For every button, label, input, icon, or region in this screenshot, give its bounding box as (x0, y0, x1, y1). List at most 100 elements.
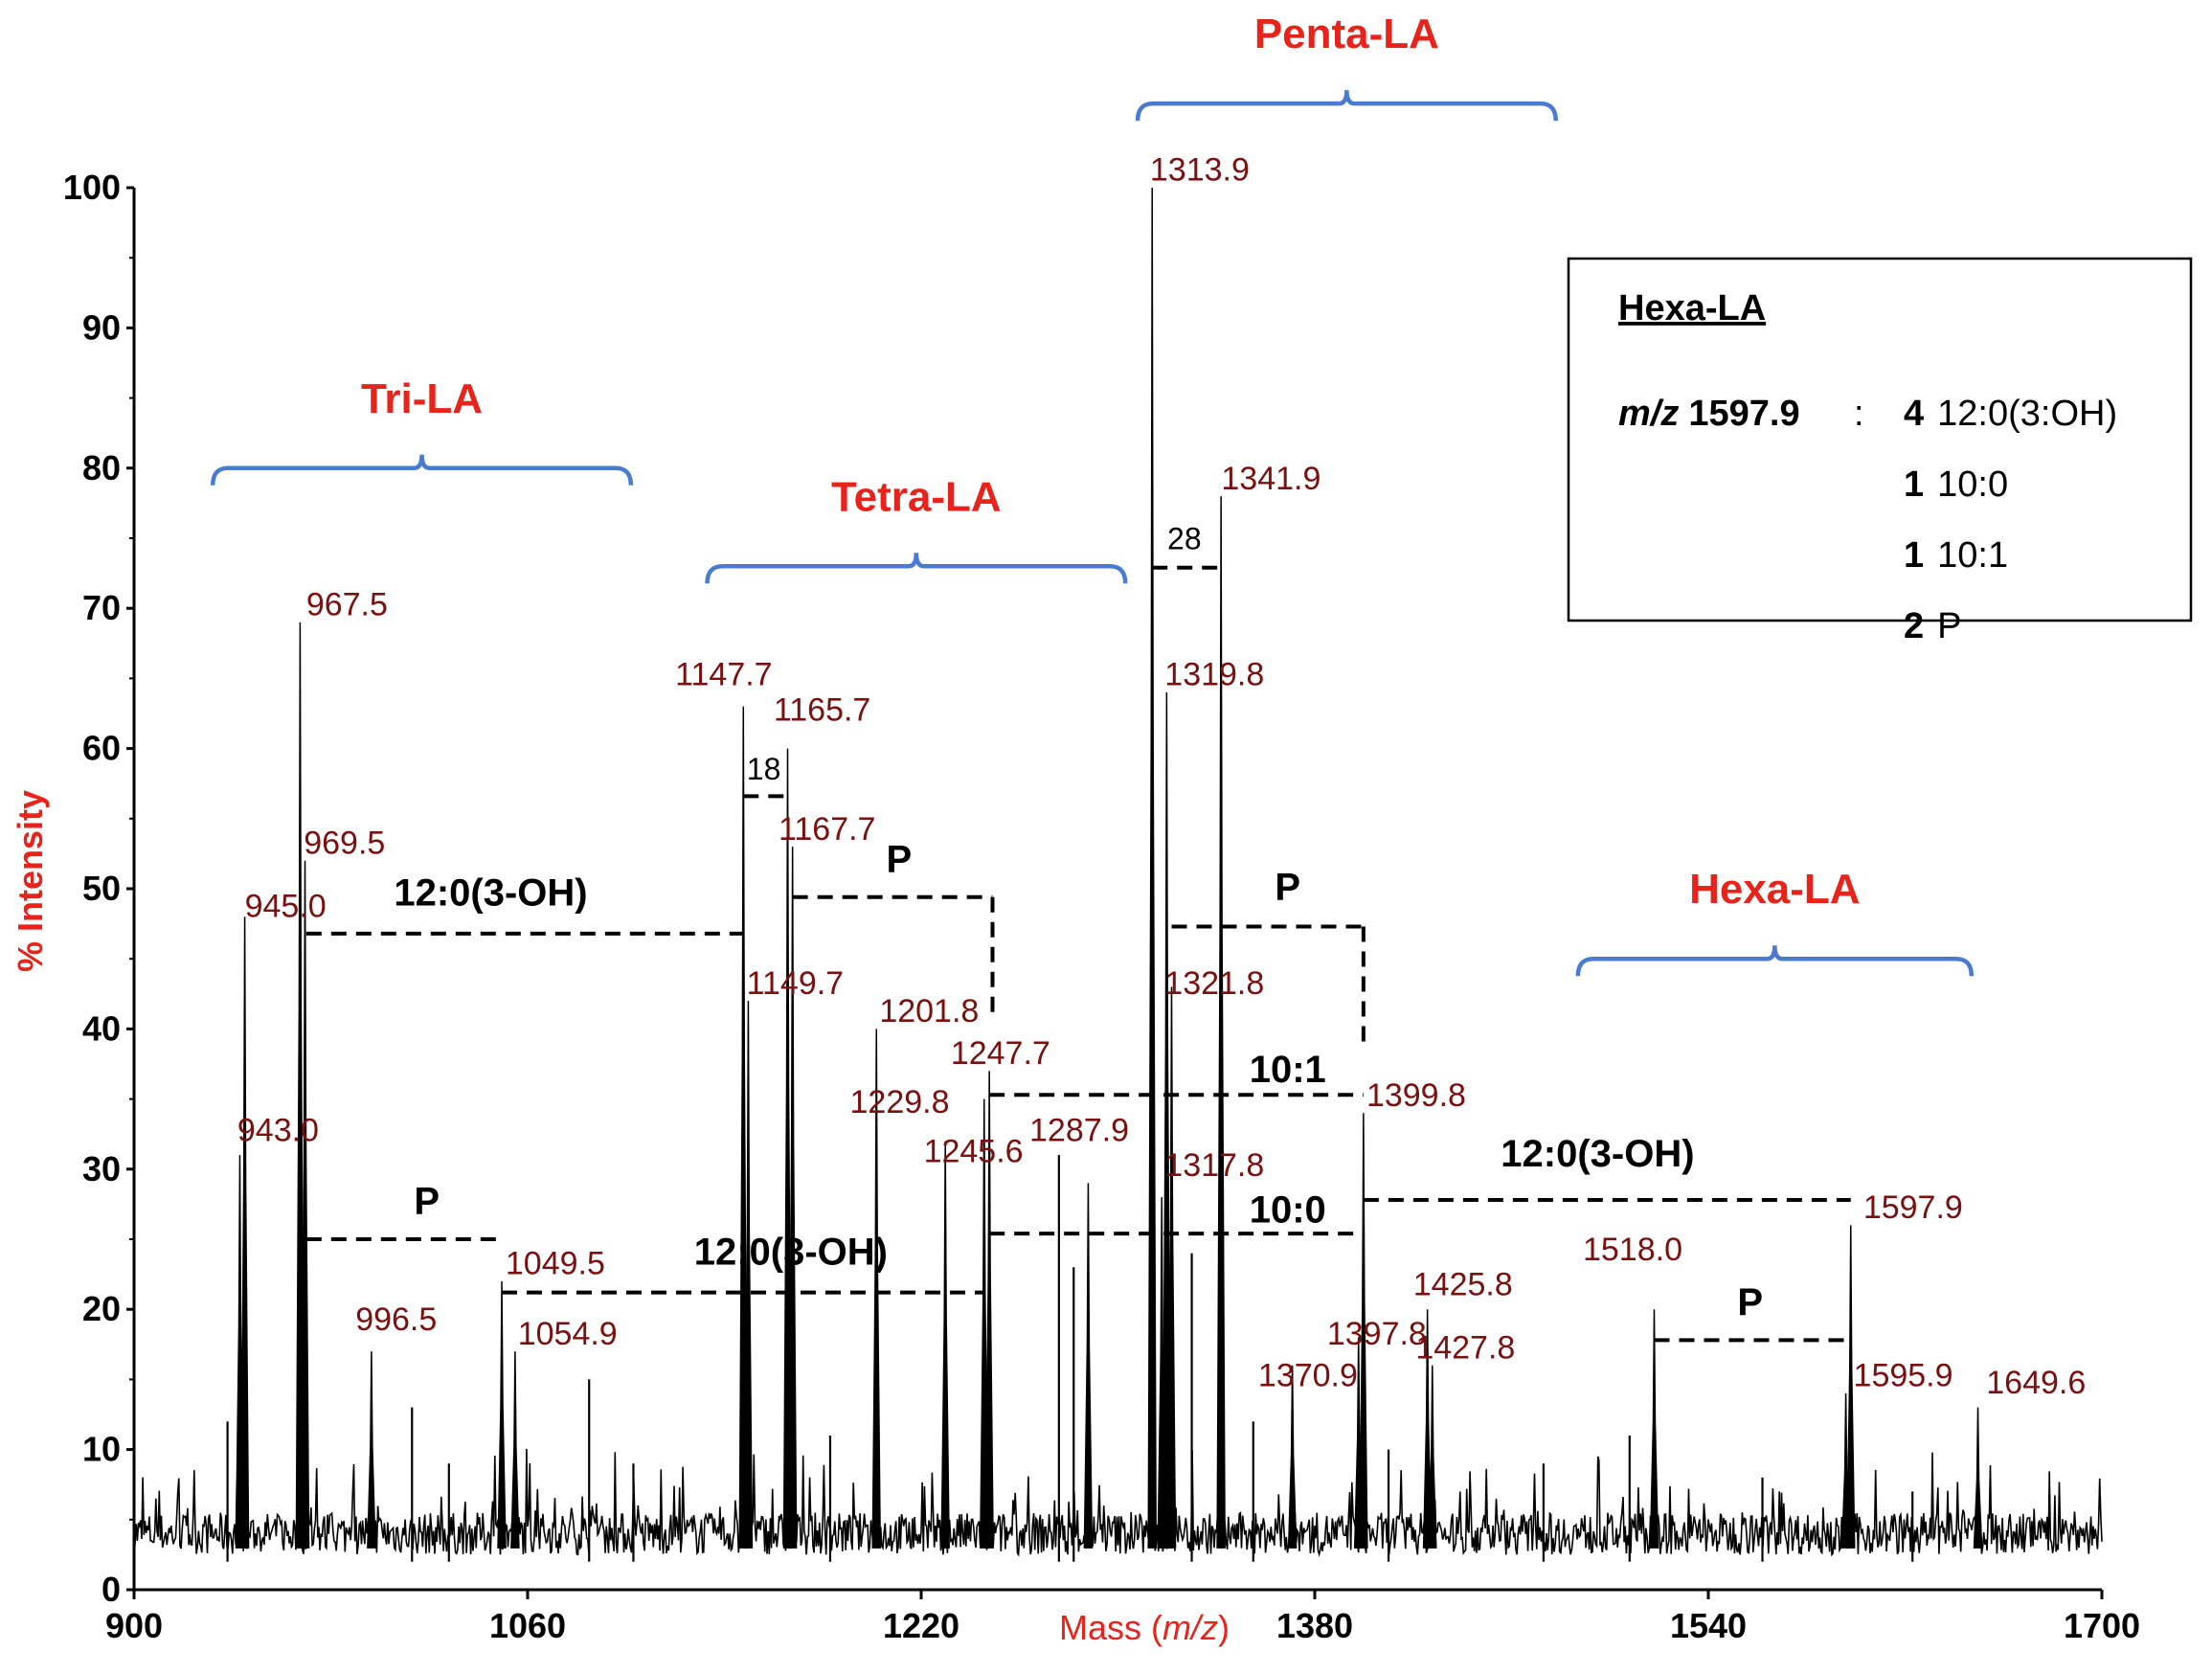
peak-label-1229.8: 1229.8 (850, 1084, 950, 1120)
group-label-tri-la: Tri-LA (361, 375, 483, 422)
x-tick-label: 1060 (489, 1606, 566, 1645)
peak-label-1313.9: 1313.9 (1150, 152, 1250, 189)
peak-1287.9 (1083, 1183, 1094, 1549)
peak-label-1245.6: 1245.6 (924, 1133, 1024, 1169)
peak-1370.9 (1287, 1365, 1298, 1549)
legend-rows: 4 12:0(3:OH) 1 10:0 1 10:1 2 P (1904, 394, 2117, 646)
y-tick-label: 90 (82, 307, 121, 347)
annot-label-12-0-3-oh: 12:0(3-OH) (694, 1231, 888, 1273)
peak-1399.8 (1359, 1113, 1368, 1549)
annot-label-12-0-3-oh: 12:0(3-OH) (394, 872, 587, 915)
legend-row-chain: 12:0(3:OH) (1937, 394, 2117, 434)
legend-separator: : (1854, 394, 1864, 434)
peak-label-1370.9: 1370.9 (1258, 1358, 1358, 1394)
legend-title: Hexa-LA (1618, 288, 1766, 328)
peak-label-945.0: 945.0 (245, 888, 327, 924)
peak-label-1649.6: 1649.6 (1986, 1365, 2086, 1401)
legend-row-count: 1 (1904, 464, 1924, 505)
x-tick-label: 1380 (1276, 1606, 1353, 1645)
legend-box: Hexa-LA m/z 1597.9 : 4 12:0(3:OH) 1 10:0 1 10:… (1567, 257, 2193, 646)
x-tick-label: 1700 (2064, 1606, 2140, 1645)
peak-945 (239, 916, 250, 1549)
peak-1341.9 (1216, 496, 1226, 1549)
peak-label-1167.7: 1167.7 (779, 811, 875, 848)
y-tick-label: 60 (82, 729, 121, 768)
annot-label-p: P (414, 1181, 440, 1223)
y-tick-label: 100 (63, 168, 121, 207)
peak-1649.6 (1973, 1407, 1983, 1549)
peak-1054.9 (510, 1351, 520, 1549)
legend-mz-italic: m/z (1618, 394, 1679, 434)
legend-row-chain: P (1937, 606, 1961, 646)
x-tick-label: 1540 (1670, 1606, 1747, 1645)
legend-mz-value: 1597.9 (1688, 394, 1799, 434)
peak-label-1149.7: 1149.7 (747, 965, 844, 1002)
legend-row-count: 1 (1904, 535, 1924, 576)
peak-label-1399.8: 1399.8 (1366, 1077, 1466, 1114)
peak-label-1247.7: 1247.7 (951, 1035, 1050, 1072)
group-brackets: Tri-LA Tetra-LA Penta-LA Hexa-LA (210, 11, 1975, 977)
peak-1049.5 (497, 1280, 507, 1549)
y-tick-label: 0 (102, 1570, 121, 1609)
peak-1518 (1649, 1309, 1659, 1549)
peak-label-969.5: 969.5 (304, 825, 385, 861)
baseline-noise (133, 1448, 2103, 1558)
legend-row: 4 12:0(3:OH) (1904, 394, 2117, 434)
peak-label-1597.9: 1597.9 (1863, 1189, 1963, 1226)
bracket-penta-la (1135, 90, 1558, 122)
peak-1427.8 (1428, 1365, 1437, 1549)
annot-label-p: P (887, 838, 913, 880)
peak-label-1049.5: 1049.5 (506, 1246, 605, 1282)
peak-label-1341.9: 1341.9 (1221, 461, 1320, 497)
peak-label-1201.8: 1201.8 (879, 993, 979, 1029)
bracket-tri-la (210, 454, 634, 486)
annot-label-10-1: 10:1 (1250, 1049, 1326, 1091)
y-tick-label: 70 (82, 588, 121, 627)
legend-row-count: 2 (1904, 606, 1924, 646)
annot-label-12-0-3-oh: 12:0(3-OH) (1501, 1133, 1694, 1175)
group-label-tetra-la: Tetra-LA (831, 473, 1002, 520)
legend-row-count: 4 (1904, 394, 1924, 434)
y-axis-title: % Intensity (11, 790, 50, 972)
peak-label-1397.8: 1397.8 (1327, 1316, 1427, 1352)
annot-label-p: P (1737, 1281, 1763, 1323)
y-tick-label: 50 (82, 869, 121, 908)
peak-label-1319.8: 1319.8 (1164, 657, 1264, 693)
y-tick-label: 80 (82, 448, 121, 487)
peak-label-1595.9: 1595.9 (1854, 1358, 1953, 1394)
group-label-penta-la: Penta-LA (1254, 11, 1439, 57)
x-tick-label: 900 (105, 1606, 163, 1645)
peak-label-1287.9: 1287.9 (1029, 1113, 1129, 1149)
peak-label-1317.8: 1317.8 (1164, 1147, 1264, 1184)
peak-labels: 967.5969.5945.0943.0996.51049.51054.9114… (237, 152, 2086, 1401)
peak-label-1518.0: 1518.0 (1583, 1232, 1682, 1268)
peak-label-1321.8: 1321.8 (1164, 965, 1264, 1002)
peak-1247.7 (984, 1071, 994, 1549)
legend-row-chain: 10:0 (1937, 464, 2008, 505)
spectrum-trace (133, 187, 2103, 1562)
y-tick-label: 20 (82, 1289, 121, 1328)
legend-row-chain: 10:1 (1937, 535, 2008, 576)
x-axis-title-suffix: ) (1218, 1608, 1230, 1647)
peak-969.5 (300, 860, 310, 1549)
peak-1597.9 (1845, 1225, 1856, 1549)
y-tick-label: 40 (82, 1008, 121, 1048)
peak-1313.9 (1147, 187, 1157, 1549)
peak-label-967.5: 967.5 (306, 587, 388, 623)
group-label-hexa-la: Hexa-LA (1689, 866, 1861, 913)
axes: 0 10 20 30 40 50 60 70 80 90 100 900 1060 1220 1380 154… (63, 168, 2140, 1645)
peak-996.5 (367, 1351, 376, 1549)
peak-1229.8 (940, 1141, 950, 1549)
y-tick-label: 30 (82, 1149, 121, 1188)
peak-1167.7 (787, 847, 798, 1549)
peak-label-943.0: 943.0 (237, 1113, 319, 1149)
peak-label-996.5: 996.5 (355, 1301, 437, 1338)
legend-row: 1 10:1 (1904, 535, 2008, 576)
y-tick-label: 10 (82, 1430, 121, 1469)
annot-label-28: 28 (1167, 522, 1202, 556)
peak-label-1427.8: 1427.8 (1415, 1329, 1515, 1366)
x-axis-title: Mass (m/z) (1059, 1608, 1230, 1647)
peak-label-1425.8: 1425.8 (1413, 1267, 1513, 1303)
bracket-hexa-la (1575, 945, 1975, 977)
